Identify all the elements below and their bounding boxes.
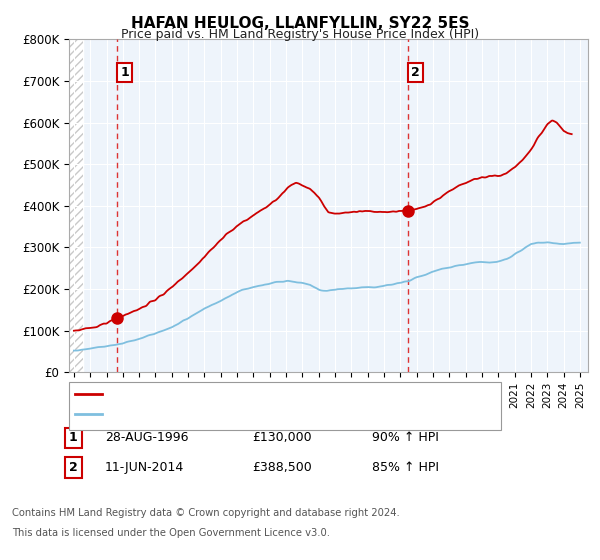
Text: 90% ↑ HPI: 90% ↑ HPI [372,431,439,445]
Text: HPI: Average price, detached house, Powys: HPI: Average price, detached house, Powy… [108,409,349,419]
Text: HAFAN HEULOG, LLANFYLLIN, SY22 5ES: HAFAN HEULOG, LLANFYLLIN, SY22 5ES [131,16,469,31]
Bar [69,39,83,372]
Text: 1: 1 [121,66,129,79]
Text: 1: 1 [69,431,78,445]
Text: 28-AUG-1996: 28-AUG-1996 [105,431,188,445]
Text: 2: 2 [411,66,419,79]
Bar [69,39,83,372]
Text: 11-JUN-2014: 11-JUN-2014 [105,461,184,474]
Text: HAFAN HEULOG, LLANFYLLIN, SY22 5ES (detached house): HAFAN HEULOG, LLANFYLLIN, SY22 5ES (deta… [108,389,430,399]
Text: £388,500: £388,500 [252,461,312,474]
Text: Price paid vs. HM Land Registry's House Price Index (HPI): Price paid vs. HM Land Registry's House … [121,28,479,41]
Text: £130,000: £130,000 [252,431,311,445]
Text: 2: 2 [69,461,78,474]
Text: 85% ↑ HPI: 85% ↑ HPI [372,461,439,474]
Text: This data is licensed under the Open Government Licence v3.0.: This data is licensed under the Open Gov… [12,528,330,538]
Text: Contains HM Land Registry data © Crown copyright and database right 2024.: Contains HM Land Registry data © Crown c… [12,508,400,518]
